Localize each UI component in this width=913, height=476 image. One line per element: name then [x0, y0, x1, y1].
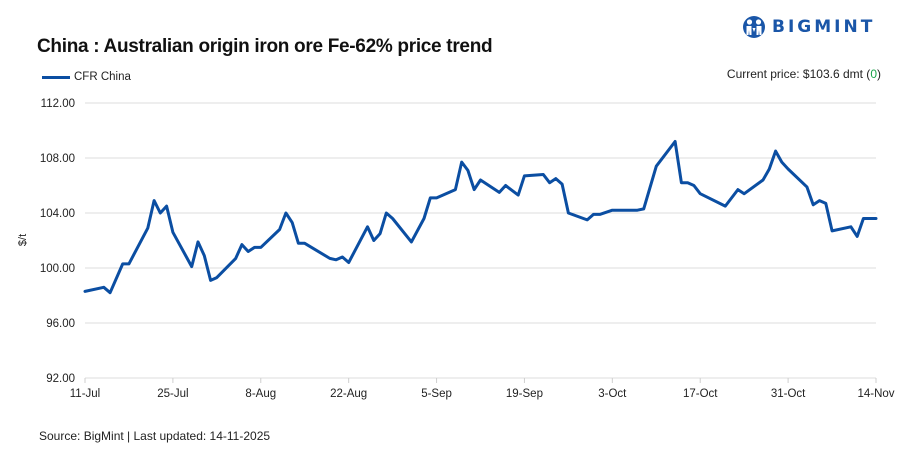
gridlines — [85, 102, 876, 379]
x-tick-label: 22-Aug — [330, 388, 367, 400]
y-axis-ticks: 112.00 108.00 104.00 100.00 96.00 92.00 — [40, 98, 75, 385]
x-tick-label: 31-Oct — [771, 388, 806, 400]
x-tick-label: 8-Aug — [245, 388, 276, 400]
source-note: Source: BigMint | Last updated: 14-11-20… — [39, 429, 271, 443]
x-tick-label: 11-Jul — [70, 388, 100, 400]
y-tick-label: 112.00 — [41, 98, 75, 110]
legend-label: CFR China — [74, 71, 131, 83]
price-change: 0 — [870, 67, 877, 81]
series-line-cfr-china[interactable] — [83, 140, 878, 295]
chart-legend[interactable]: CFR China — [42, 71, 131, 83]
x-tick-label: 17-Oct — [683, 388, 718, 400]
current-price-close: ) — [877, 67, 881, 81]
y-tick-label: 108.00 — [40, 153, 75, 165]
current-price: Current price: $103.6 dmt (0) — [727, 67, 881, 81]
y-tick-label: 104.00 — [40, 208, 75, 220]
brand-name: BIGMINT — [772, 17, 876, 37]
bigmint-logo: BIGMINT — [742, 15, 875, 39]
x-axis-ticks: 11-Jul 25-Jul 8-Aug 22-Aug 5-Sep 19-Sep 3-Oct 1… — [70, 378, 895, 400]
y-tick-label: 92.00 — [46, 373, 75, 385]
x-tick-label: 3-Oct — [598, 388, 627, 400]
current-price-label: Current price: $103.6 dmt ( — [726, 67, 871, 81]
chart-title: China : Australian origin iron ore Fe-62… — [37, 36, 493, 57]
bigmint-logo-icon — [743, 16, 765, 38]
x-tick-label: 14-Nov — [857, 388, 894, 400]
legend-swatch — [42, 75, 70, 79]
y-axis-label: $/t — [17, 234, 29, 246]
x-tick-label: 19-Sep — [506, 388, 543, 400]
y-tick-label: 96.00 — [46, 318, 75, 330]
x-tick-label: 25-Jul — [157, 388, 188, 400]
x-tick-label: 5-Sep — [421, 388, 452, 400]
y-tick-label: 100.00 — [40, 263, 75, 275]
